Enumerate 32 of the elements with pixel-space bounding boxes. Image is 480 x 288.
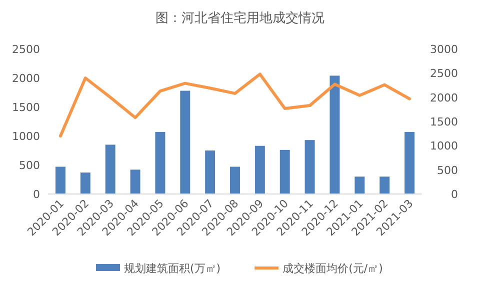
bar xyxy=(105,144,116,194)
y-tick-label: 1500 xyxy=(12,101,40,114)
line-series xyxy=(58,72,412,138)
legend-label: 规划建筑面积(万㎡) xyxy=(124,262,221,275)
y2-tick-label: 1000 xyxy=(430,140,458,153)
y2-tick-label: 0 xyxy=(451,188,458,201)
y2-tick-label: 3000 xyxy=(430,43,458,56)
bar xyxy=(230,166,240,194)
y-tick-label: 2000 xyxy=(12,72,40,85)
legend-label: 成交楼面均价(元/㎡) xyxy=(282,262,383,275)
bar xyxy=(180,90,190,194)
chart-title: 图：河北省住宅用地成交情况 xyxy=(156,10,324,26)
bar xyxy=(130,170,140,194)
y-tick-label: 2500 xyxy=(12,43,40,56)
bar xyxy=(155,132,166,194)
y-tick-label: 0 xyxy=(33,188,40,201)
y2-tick-label: 2000 xyxy=(430,91,458,104)
y-tick-label: 1000 xyxy=(12,130,40,143)
bar xyxy=(304,140,315,194)
bar xyxy=(254,146,265,194)
bar xyxy=(205,150,216,194)
y-tick-label: 500 xyxy=(19,159,40,172)
y2-tick-label: 500 xyxy=(437,164,458,177)
y2-tick-label: 2500 xyxy=(430,67,458,80)
bar xyxy=(280,150,290,194)
bar xyxy=(354,176,365,194)
bar xyxy=(404,132,415,194)
bar xyxy=(380,176,390,194)
bar xyxy=(55,166,66,194)
y2-tick-label: 1500 xyxy=(430,116,458,128)
bar xyxy=(80,172,90,194)
bar xyxy=(330,76,340,194)
